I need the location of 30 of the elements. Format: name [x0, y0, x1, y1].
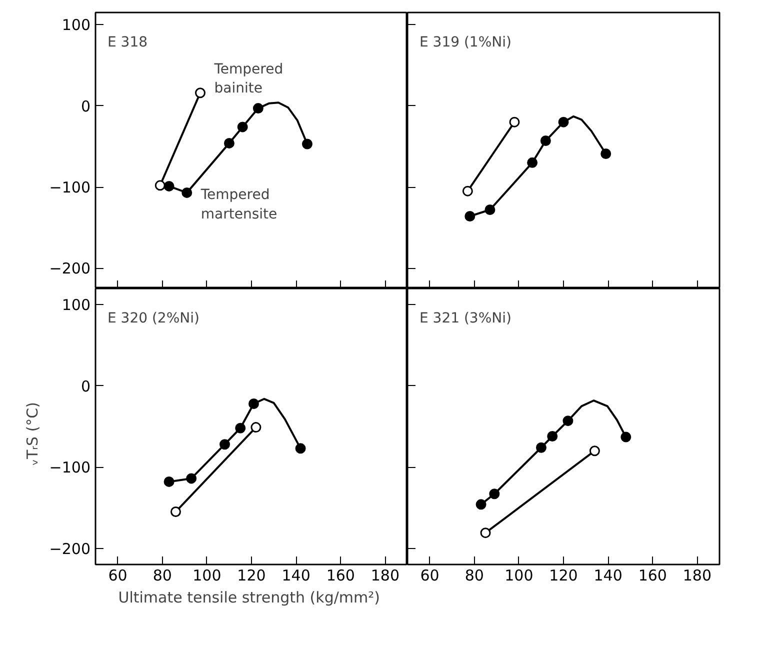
x-tick-label: 140: [282, 566, 310, 584]
x-tick-label: 120: [549, 566, 578, 584]
annotation: E 321 (3%Ni): [420, 310, 512, 326]
x-tick-label: 180: [682, 566, 712, 584]
series-label: Tempered martensite: [200, 187, 278, 222]
x-tick-label: 100: [192, 566, 222, 584]
y-tick-label: −100: [49, 178, 91, 197]
y-tick-label: −100: [49, 458, 91, 477]
y-tick-label: 0: [80, 377, 91, 396]
y-axis-title: ᵥTᵣS (°C): [23, 402, 42, 466]
y-tick-label: 0: [80, 97, 91, 116]
x-tick-label: 140: [594, 566, 622, 584]
x-tick-label: 180: [370, 566, 400, 584]
y-tick-label: 100: [62, 296, 91, 314]
series-label: Tempered bainite: [213, 61, 284, 96]
y-tick-label: −200: [49, 260, 91, 278]
x-tick-label: 120: [237, 566, 266, 584]
x-tick-label: 80: [464, 566, 484, 584]
annotation: E 319 (1%Ni): [420, 34, 512, 50]
annotation: E 320 (2%Ni): [108, 310, 200, 326]
x-tick-label: 100: [504, 566, 534, 584]
annotation: E 318: [108, 34, 148, 50]
y-tick-label: 100: [62, 16, 91, 34]
x-tick-label: 60: [420, 566, 440, 584]
x-tick-label: 160: [638, 566, 667, 584]
y-tick-label: −200: [49, 540, 91, 558]
x-tick-label: 60: [108, 566, 128, 584]
x-axis-title: Ultimate tensile strength (kg/mm²): [118, 588, 380, 606]
x-tick-label: 160: [326, 566, 355, 584]
x-tick-label: 80: [152, 566, 172, 584]
